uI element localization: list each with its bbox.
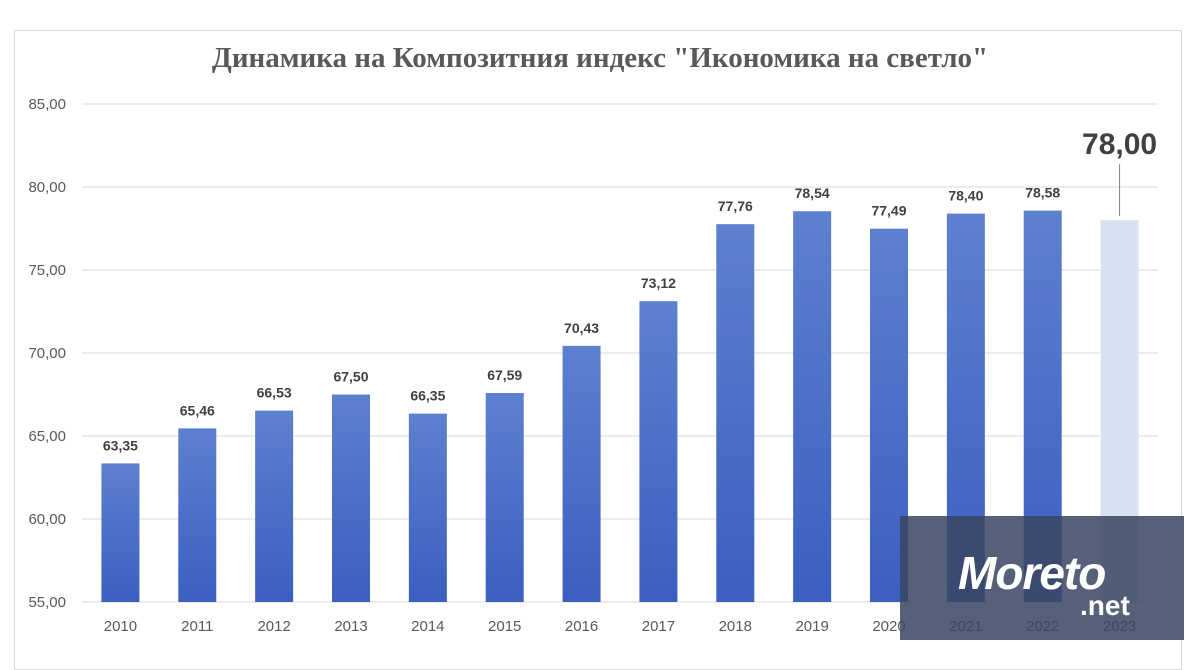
- data-label-2023: 78,00: [1082, 128, 1157, 161]
- chart-title: Динамика на Композитния индекс "Икономик…: [211, 42, 989, 74]
- bar-2010: [101, 463, 140, 602]
- bar-chart: 55,00 60,00 65,00 70,00 75,00 80,00 85,00 63,3…: [28, 96, 1158, 635]
- bar-2016: [562, 345, 601, 602]
- x-tick-label: 2015: [488, 618, 521, 635]
- data-label-2015: 67,59: [487, 367, 522, 383]
- y-tick-label: 55,00: [28, 594, 66, 611]
- data-label-2012: 66,53: [257, 385, 292, 401]
- data-label-2014: 66,35: [410, 388, 445, 404]
- bar-2013: [332, 394, 370, 602]
- x-tick-label: 2018: [719, 618, 752, 635]
- x-tick-label: 2012: [257, 618, 290, 635]
- x-tick-label: 2011: [181, 618, 213, 635]
- data-label-2013: 67,50: [333, 369, 368, 385]
- y-tick-label: 70,00: [28, 345, 66, 362]
- bar-2011: [178, 428, 217, 602]
- data-label-2021: 78,40: [948, 188, 983, 204]
- watermark-text: Moreto: [958, 547, 1106, 599]
- data-label-2010: 63,35: [103, 437, 138, 453]
- watermark-suffix: .net: [1080, 590, 1130, 621]
- watermark-logo: [900, 516, 1184, 640]
- data-labels: 63,35 65,46 66,53 67,50 66,35 67,59 70,43 73,12…: [103, 128, 1157, 453]
- y-tick-label: 85,00: [28, 96, 66, 113]
- data-label-2020: 77,49: [871, 203, 906, 219]
- x-tick-label: 2016: [565, 618, 598, 635]
- data-label-2019: 78,54: [795, 185, 830, 201]
- data-label-2018: 77,76: [718, 198, 753, 214]
- bar-2014: [408, 413, 447, 602]
- y-tick-label: 65,00: [28, 428, 66, 445]
- x-tick-label: 2014: [411, 618, 444, 635]
- y-tick-label: 75,00: [28, 262, 66, 279]
- x-tick-label: 2019: [795, 618, 828, 635]
- bar-2012: [255, 410, 294, 602]
- bar-2017: [639, 301, 678, 602]
- data-label-2011: 65,46: [180, 402, 215, 418]
- bar-2015: [485, 393, 524, 602]
- bars: [101, 210, 1139, 602]
- y-tick-label: 80,00: [28, 179, 66, 196]
- data-label-2022: 78,58: [1025, 185, 1060, 201]
- x-tick-label: 2020: [872, 618, 905, 635]
- y-tick-label: 60,00: [28, 511, 66, 528]
- bar-2018: [716, 224, 755, 602]
- data-label-2016: 70,43: [564, 320, 599, 336]
- data-label-2017: 73,12: [641, 275, 676, 291]
- y-axis-ticks: 55,00 60,00 65,00 70,00 75,00 80,00 85,00: [28, 96, 66, 611]
- x-tick-label: 2017: [642, 618, 675, 635]
- bar-2019: [793, 211, 832, 602]
- x-tick-label: 2013: [334, 618, 367, 635]
- x-tick-label: 2010: [104, 618, 137, 635]
- x-axis-ticks: 2010 2011 2012 2013 2014 2015 2016 2017 2018 2019…: [104, 618, 1137, 635]
